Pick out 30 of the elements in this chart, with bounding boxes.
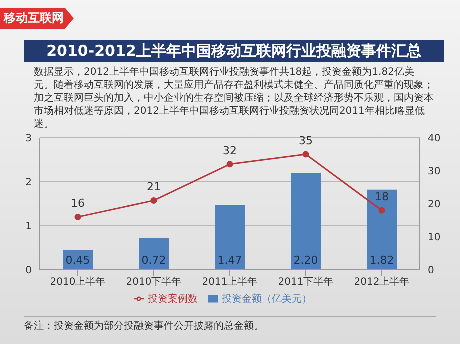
data-label: 18 xyxy=(375,190,389,204)
data-label: 21 xyxy=(147,180,161,194)
text: 备注：投资金额为部分投融资事件公开披露的总金额。 xyxy=(24,316,436,333)
legend-label: 投资金额（亿美元） xyxy=(222,294,312,305)
y2-tick-label: 0 xyxy=(428,266,434,277)
y-tick-label: 2 xyxy=(26,178,32,189)
y2-tick-label: 10 xyxy=(428,232,441,244)
data-label: 0.45 xyxy=(66,254,90,267)
x-tick-label: 2010下半年 xyxy=(126,276,182,288)
text: 移动互联网 xyxy=(0,8,74,29)
y2-tick-label: 20 xyxy=(428,200,441,211)
data-label: 0.72 xyxy=(142,254,166,267)
y-tick-label: 1 xyxy=(26,222,32,233)
data-label: 32 xyxy=(223,144,237,158)
x-tick-label: 2011下半年 xyxy=(278,276,334,288)
data-label: 2.20 xyxy=(294,254,318,267)
chart-title: 2010-2012上半年中国移动互联网行业投融资事件汇总 xyxy=(24,40,444,62)
data-label: 35 xyxy=(299,134,313,148)
x-tick-label: 2010上半年 xyxy=(50,276,106,288)
data-label: 1.47 xyxy=(218,254,242,267)
y-tick-label: 0 xyxy=(26,266,32,277)
data-label: 1.82 xyxy=(370,254,394,267)
y-tick-label: 3 xyxy=(26,134,32,145)
x-tick-label: 2011上半年 xyxy=(202,276,258,288)
x-tick-label: 2012上半年 xyxy=(354,276,410,288)
y2-tick-label: 30 xyxy=(428,166,441,178)
chart-subtitle: 数据显示，2012上半年中国移动互联网行业投融资事件共18起，投资金额为1.82亿美元。随着移动互联网的发展，大量应用产品存在盈利模式未健全、产品同质化严重的现象；加之互联网巨头的加入，中小企业的生存空间被压缩；以及全球经济形势不乐观，国内资本市场相对低迷等原因，2012上半年中国移动互联网行业投融资状况同2011年相比略显低迷。 xyxy=(34,66,434,131)
y2-tick-label: 40 xyxy=(428,134,441,145)
legend-label: 投资案例数 xyxy=(148,294,198,305)
data-label: 16 xyxy=(71,197,85,210)
